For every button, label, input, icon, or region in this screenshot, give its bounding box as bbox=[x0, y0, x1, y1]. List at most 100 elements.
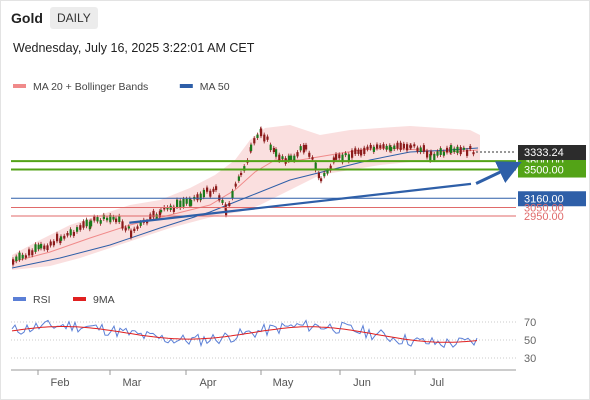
candle bbox=[82, 221, 85, 228]
projection-arrow bbox=[475, 161, 522, 185]
candle bbox=[185, 198, 188, 204]
level-label: 3160.00 bbox=[524, 193, 564, 205]
level-tag bbox=[518, 162, 586, 178]
candle bbox=[416, 147, 419, 152]
candle bbox=[250, 144, 253, 151]
candle bbox=[160, 209, 163, 213]
instrument-title: Gold bbox=[11, 10, 43, 26]
x-tick-label: Jun bbox=[353, 377, 371, 389]
candle bbox=[43, 245, 46, 250]
candle bbox=[15, 256, 18, 262]
candle bbox=[124, 227, 127, 231]
candle bbox=[18, 252, 21, 260]
rsi-tick-label: 70 bbox=[524, 317, 536, 329]
candle bbox=[347, 154, 350, 162]
candle bbox=[299, 146, 302, 151]
candle bbox=[446, 147, 449, 153]
x-tick-label: May bbox=[273, 377, 294, 389]
candle bbox=[37, 244, 40, 250]
candle bbox=[215, 186, 218, 191]
x-tick-label: Mar bbox=[123, 377, 142, 389]
candle bbox=[296, 152, 299, 157]
candle bbox=[72, 231, 75, 236]
candle bbox=[320, 178, 323, 182]
candle bbox=[253, 138, 256, 144]
candle bbox=[439, 148, 442, 155]
candle bbox=[366, 146, 369, 150]
candle bbox=[472, 152, 475, 155]
candle bbox=[149, 214, 152, 220]
candle bbox=[243, 166, 246, 171]
candle bbox=[40, 243, 43, 249]
current-price-label: 3333.24 bbox=[524, 147, 564, 159]
candle bbox=[317, 172, 320, 179]
candle bbox=[413, 144, 416, 147]
candle bbox=[442, 151, 445, 156]
candle bbox=[209, 190, 212, 197]
candle bbox=[293, 155, 296, 161]
candle bbox=[426, 150, 429, 158]
candle bbox=[96, 217, 99, 222]
candle bbox=[163, 207, 166, 210]
candle bbox=[385, 145, 388, 150]
candle bbox=[332, 157, 335, 163]
level-label: 3500.00 bbox=[524, 165, 564, 177]
header: Gold DAILY bbox=[0, 0, 588, 36]
candle bbox=[176, 199, 179, 208]
legend-label: RSI bbox=[33, 294, 51, 306]
candle bbox=[90, 220, 93, 227]
candle bbox=[379, 145, 382, 149]
candle bbox=[436, 151, 439, 156]
candle bbox=[31, 250, 34, 256]
level-label: 2950.00 bbox=[524, 211, 564, 223]
candle bbox=[228, 202, 231, 207]
candle bbox=[133, 228, 136, 231]
candle bbox=[121, 221, 124, 229]
candle bbox=[459, 147, 462, 155]
candle bbox=[311, 157, 314, 160]
candle bbox=[234, 183, 237, 187]
candle bbox=[429, 153, 432, 161]
candle bbox=[127, 226, 130, 229]
candle bbox=[263, 134, 266, 142]
candle bbox=[182, 198, 185, 207]
candle bbox=[88, 221, 91, 230]
candle bbox=[136, 226, 139, 229]
rsi-line bbox=[11, 319, 478, 349]
candle bbox=[390, 146, 393, 152]
candle bbox=[60, 236, 63, 241]
candle bbox=[450, 145, 453, 153]
candle bbox=[34, 244, 37, 252]
candle bbox=[240, 172, 243, 176]
candle bbox=[341, 154, 344, 163]
candle bbox=[28, 249, 31, 256]
candle bbox=[112, 216, 115, 220]
candle bbox=[410, 145, 413, 148]
candle bbox=[46, 245, 49, 251]
candle bbox=[231, 190, 234, 199]
legend-label: MA 20 + Bollinger Bands bbox=[33, 81, 148, 93]
candle bbox=[76, 227, 79, 232]
candle bbox=[260, 128, 263, 137]
candle bbox=[351, 150, 354, 158]
candle bbox=[469, 146, 472, 150]
candle bbox=[202, 189, 205, 198]
candle bbox=[453, 148, 456, 152]
level-tag bbox=[518, 191, 586, 207]
candle bbox=[314, 162, 317, 171]
candle bbox=[382, 144, 385, 149]
rsi-ma-line bbox=[11, 326, 478, 343]
candle bbox=[406, 144, 409, 151]
period-badge[interactable]: DAILY bbox=[50, 7, 98, 29]
candle bbox=[12, 259, 15, 265]
candle bbox=[146, 220, 149, 224]
candle bbox=[109, 215, 112, 223]
x-tick-label: Jul bbox=[430, 377, 444, 389]
candle bbox=[221, 199, 224, 203]
rsi-tick-label: 30 bbox=[524, 353, 536, 365]
ma20-line bbox=[11, 147, 479, 263]
candle bbox=[106, 217, 109, 221]
candle bbox=[79, 225, 82, 230]
candle bbox=[430, 151, 433, 156]
